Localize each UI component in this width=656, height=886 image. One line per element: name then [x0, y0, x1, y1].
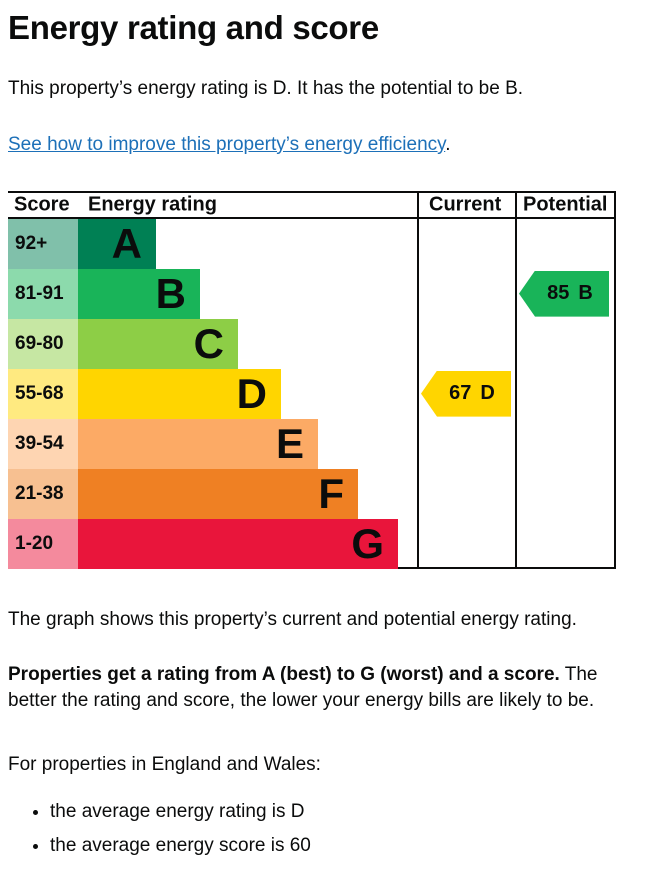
current-rating-pointer: 67 D — [421, 370, 511, 417]
header-current: Current — [429, 193, 502, 216]
band-letter-d: D — [236, 369, 267, 417]
band-letter-a: A — [111, 219, 142, 267]
score-range-f: 21-38 — [8, 468, 78, 519]
rating-summary-text: This property’s energy rating is D. It h… — [8, 78, 524, 100]
band-row-d: 55-68 D — [8, 368, 616, 419]
potential-rating-pointer: 85 B — [519, 270, 609, 317]
band-row-g: 1-20 G — [8, 518, 616, 569]
band-row-a: 92+ A — [8, 218, 616, 269]
band-bar-g: G — [78, 518, 398, 569]
improve-efficiency-link[interactable]: See how to improve this property’s energ… — [8, 133, 446, 155]
band-row-b: 81-91 B — [8, 268, 616, 319]
band-bar-a: A — [78, 218, 156, 269]
average-stats-list: the average energy rating is D the avera… — [8, 799, 648, 858]
list-item-average-score: the average energy score is 60 — [50, 833, 648, 859]
energy-rating-chart: Score Energy rating Current Potential 92… — [8, 190, 616, 569]
current-score-value: 67 — [449, 382, 472, 405]
score-range-b: 81-91 — [8, 268, 78, 319]
band-letter-f: F — [318, 469, 344, 517]
improve-link-line: See how to improve this property’s energ… — [8, 132, 648, 158]
band-letter-b: B — [155, 269, 186, 317]
band-bar-b: B — [78, 268, 200, 319]
band-bar-f: F — [78, 468, 358, 519]
page-title: Energy rating and score — [8, 9, 379, 46]
rating-explanation: Properties get a rating from A (best) to… — [8, 662, 633, 713]
header-score: Score — [14, 193, 70, 216]
band-bar-c: C — [78, 318, 238, 369]
band-bar-e: E — [78, 418, 318, 469]
score-range-a: 92+ — [8, 218, 78, 269]
band-letter-g: G — [351, 519, 384, 567]
band-letter-c: C — [193, 319, 224, 367]
rating-table-header: Score Energy rating Current Potential — [8, 190, 616, 219]
band-row-e: 39-54 E — [8, 418, 616, 469]
improve-link-suffix: . — [445, 133, 451, 155]
score-range-g: 1-20 — [8, 518, 78, 569]
score-range-d: 55-68 — [8, 368, 78, 419]
band-row-c: 69-80 C — [8, 318, 616, 369]
potential-band-letter: B — [578, 282, 593, 305]
rating-explanation-rest: The better the rating and score, the low… — [8, 664, 598, 711]
current-band-letter: D — [480, 382, 495, 405]
header-energy-rating: Energy rating — [88, 193, 217, 216]
rating-rows: 92+ A 81-91 B 69-80 C 55-68 D 39-54 E 21-38 F 1-20 G 6… — [8, 218, 616, 569]
table-right-border — [614, 190, 616, 569]
rating-explanation-bold: Properties get a rating from A (best) to… — [8, 664, 560, 686]
regions-intro: For properties in England and Wales: — [8, 753, 321, 775]
column-divider-current — [417, 190, 419, 569]
list-item-average-rating: the average energy rating is D — [50, 799, 648, 825]
score-range-c: 69-80 — [8, 318, 78, 369]
graph-caption: The graph shows this property’s current … — [8, 608, 577, 630]
column-divider-potential — [515, 190, 517, 569]
band-bar-d: D — [78, 368, 281, 419]
band-row-f: 21-38 F — [8, 468, 616, 519]
potential-score-value: 85 — [547, 282, 570, 305]
header-potential: Potential — [523, 193, 608, 216]
score-range-e: 39-54 — [8, 418, 78, 469]
band-letter-e: E — [275, 419, 304, 467]
